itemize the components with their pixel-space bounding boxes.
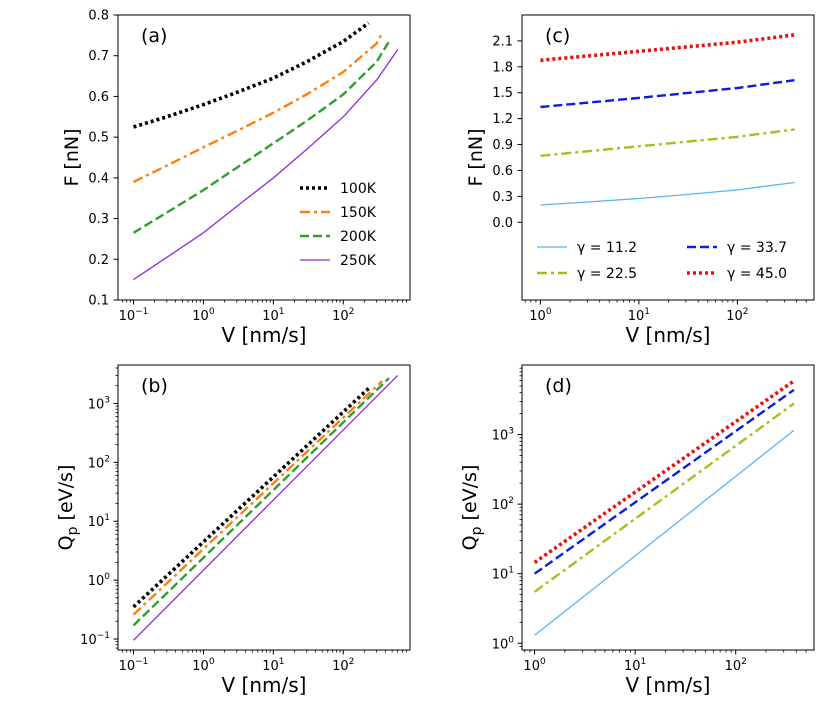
y-tick-label: 102 <box>88 454 110 471</box>
y-axis-label: F [nN] <box>61 128 83 186</box>
x-tick-label: 100 <box>529 307 552 324</box>
series-line-22.5 <box>533 402 795 593</box>
x-tick-label: 100 <box>192 307 215 324</box>
y-tick-label: 10−1 <box>80 631 110 648</box>
x-tick-label: 10−1 <box>119 307 149 324</box>
legend-label: 150K <box>340 205 377 221</box>
x-axis-label: V [nm/s] <box>626 673 711 697</box>
panel-label: (a) <box>141 25 167 47</box>
panel-b: 10−1 100 101 102 10−1 100 101 102 103 (b) V [nm/s]… <box>55 364 411 697</box>
y-tick-label: 0.8 <box>88 9 109 24</box>
y-tick-label: 101 <box>492 566 514 583</box>
legend-label: γ = 11.2 <box>577 240 637 256</box>
x-tick-label: 102 <box>332 307 354 324</box>
panel-label: (c) <box>545 25 570 47</box>
x-tick-label: 102 <box>332 657 354 674</box>
panel-d: 100 101 102 100 101 102 103 (d) V [nm/s] Qp [eV/s… <box>459 364 815 697</box>
series-line-100k <box>132 387 370 609</box>
panel-a: 10−1 100 101 102 0.1 0.2 0.3 0.4 0.5 0.6 0.7 0.8 (a)… <box>61 9 411 347</box>
y-tick-label: 100 <box>492 635 515 652</box>
y-tick-label: 0.5 <box>88 131 109 146</box>
y-tick-label: 100 <box>88 572 111 589</box>
y-tick-label: 0.9 <box>492 138 513 153</box>
legend-label: γ = 33.7 <box>727 240 787 256</box>
x-tick-label: 100 <box>192 657 215 674</box>
x-tick-label: 101 <box>262 307 284 324</box>
legend-label: γ = 45.0 <box>727 266 787 282</box>
plot-frame <box>117 364 411 651</box>
series-line-11.2 <box>534 429 795 636</box>
x-axis-label: V [nm/s] <box>222 323 307 347</box>
series-line-200k <box>132 40 391 234</box>
x-tick-label: 101 <box>628 307 650 324</box>
y-tick-label: 0.4 <box>88 171 109 186</box>
legend: γ = 11.2 γ = 22.5 γ = 33.7 γ = 45.0 <box>537 240 787 282</box>
y-tick-label: 0.1 <box>88 294 109 309</box>
panel-label: (d) <box>545 375 572 397</box>
series-line-33.7 <box>540 79 795 109</box>
y-tick-label: 0.0 <box>492 216 513 231</box>
y-tick-label: 0.3 <box>492 190 513 205</box>
series-line-150k <box>132 32 384 183</box>
y-tick-label: 102 <box>492 496 514 513</box>
x-tick-label: 102 <box>725 657 747 674</box>
y-tick-label: 1.5 <box>492 86 513 101</box>
x-tick-label: 100 <box>523 657 546 674</box>
y-tick-label: 0.6 <box>88 90 109 105</box>
series-line-200k <box>132 377 390 627</box>
panel-label: (b) <box>141 375 168 397</box>
legend-label: 200K <box>340 229 377 245</box>
y-tick-label: 0.7 <box>88 49 109 64</box>
y-axis-label: Qp [eV/s] <box>459 465 485 551</box>
y-tick-label: 0.2 <box>88 253 109 268</box>
series-line-22.5 <box>540 128 795 157</box>
series-line-100k <box>132 21 370 129</box>
series-line-45.0 <box>533 379 796 564</box>
legend-label: 100K <box>340 181 377 197</box>
y-tick-label: 0.6 <box>492 164 513 179</box>
plot-frame <box>117 14 411 301</box>
series-line-45.0 <box>540 33 795 63</box>
legend: 100K 150K 200K 250K <box>300 181 377 269</box>
series-line-250k <box>133 374 399 641</box>
y-axis-label: F [nN] <box>465 128 487 186</box>
y-tick-label: 103 <box>88 395 110 412</box>
y-axis-label: Qp [eV/s] <box>55 465 81 551</box>
legend-label: 250K <box>340 253 377 269</box>
x-axis-label: V [nm/s] <box>222 673 307 697</box>
x-tick-label: 101 <box>262 657 284 674</box>
x-tick-label: 102 <box>726 307 748 324</box>
y-tick-label: 2.1 <box>492 34 513 49</box>
y-tick-label: 101 <box>88 513 110 530</box>
series-line-33.7 <box>533 388 795 575</box>
y-tick-label: 1.2 <box>492 112 513 127</box>
x-axis-label: V [nm/s] <box>626 323 711 347</box>
legend-label: γ = 22.5 <box>577 266 637 282</box>
x-tick-label: 101 <box>624 657 646 674</box>
plot-frame <box>521 14 815 301</box>
series-line-11.2 <box>540 181 795 206</box>
panel-c: 100 101 102 0.0 0.3 0.6 0.9 1.2 1.5 1.8 2.1 (c) V [n… <box>465 14 815 347</box>
x-tick-label: 10−1 <box>119 657 149 674</box>
series-line-250k <box>133 49 399 281</box>
y-tick-label: 1.8 <box>492 60 513 75</box>
y-tick-label: 0.3 <box>88 212 109 227</box>
series-line-150k <box>132 380 384 616</box>
y-tick-label: 103 <box>492 427 514 444</box>
